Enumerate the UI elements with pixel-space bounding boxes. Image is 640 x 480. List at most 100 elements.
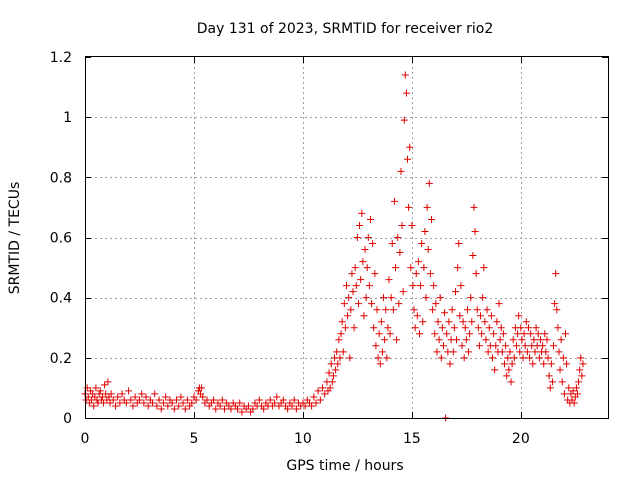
data-point bbox=[427, 215, 435, 223]
data-point bbox=[383, 354, 391, 362]
data-point bbox=[504, 354, 512, 362]
data-point bbox=[535, 354, 543, 362]
x-tick-labels: 0 5 10 15 20 bbox=[81, 431, 530, 447]
data-point bbox=[125, 387, 133, 395]
data-point bbox=[319, 384, 327, 392]
x-axis-label: GPS time / hours bbox=[286, 458, 403, 474]
data-point bbox=[210, 396, 218, 404]
x-tick-label: 20 bbox=[512, 431, 530, 447]
data-point bbox=[471, 227, 479, 235]
data-point bbox=[164, 402, 172, 410]
data-point bbox=[529, 360, 537, 368]
data-point bbox=[138, 390, 146, 398]
data-point bbox=[162, 393, 170, 401]
data-point bbox=[425, 179, 433, 187]
data-point bbox=[485, 324, 493, 332]
data-point bbox=[540, 360, 548, 368]
data-point bbox=[544, 354, 552, 362]
data-point bbox=[481, 318, 489, 326]
data-point bbox=[465, 348, 473, 356]
data-point bbox=[188, 399, 196, 407]
data-point bbox=[348, 270, 356, 278]
data-point bbox=[271, 399, 279, 407]
data-point bbox=[255, 396, 263, 404]
data-point bbox=[100, 399, 108, 407]
data-point bbox=[153, 402, 161, 410]
data-point bbox=[408, 221, 416, 229]
data-point bbox=[116, 399, 124, 407]
data-point bbox=[92, 384, 100, 392]
data-point bbox=[449, 348, 457, 356]
data-point bbox=[328, 378, 336, 386]
data-point bbox=[122, 399, 130, 407]
data-point bbox=[212, 405, 220, 413]
data-point bbox=[273, 393, 281, 401]
data-point bbox=[554, 324, 562, 332]
data-point bbox=[386, 330, 394, 338]
data-point bbox=[155, 396, 163, 404]
data-point bbox=[392, 264, 400, 272]
data-point bbox=[472, 270, 480, 278]
data-point bbox=[356, 221, 364, 229]
data-point bbox=[360, 312, 368, 320]
data-point bbox=[349, 288, 357, 296]
data-point bbox=[497, 324, 505, 332]
data-point bbox=[523, 348, 531, 356]
data-point bbox=[435, 336, 443, 344]
data-point bbox=[104, 378, 112, 386]
data-point bbox=[375, 330, 383, 338]
data-point bbox=[413, 312, 421, 320]
data-point bbox=[482, 336, 490, 344]
data-point bbox=[487, 312, 495, 320]
data-point bbox=[341, 324, 349, 332]
data-point bbox=[433, 348, 441, 356]
data-point bbox=[131, 393, 139, 401]
data-point bbox=[510, 354, 518, 362]
data-point bbox=[378, 348, 386, 356]
data-point bbox=[343, 282, 350, 290]
data-point bbox=[478, 330, 486, 338]
data-point bbox=[338, 318, 346, 326]
data-point bbox=[406, 143, 414, 151]
data-point bbox=[439, 342, 447, 350]
data-point bbox=[244, 402, 252, 410]
data-point bbox=[522, 318, 530, 326]
data-point bbox=[424, 246, 432, 254]
data-point bbox=[335, 336, 343, 344]
y-tick-label: 0.8 bbox=[50, 170, 72, 186]
data-point bbox=[390, 197, 398, 205]
data-point bbox=[429, 306, 437, 314]
data-point bbox=[168, 399, 176, 407]
data-point bbox=[420, 264, 428, 272]
data-point bbox=[547, 360, 555, 368]
y-axis-label: SRMTID / TECUs bbox=[7, 182, 23, 295]
data-point bbox=[570, 399, 578, 407]
data-point bbox=[170, 405, 178, 413]
data-point bbox=[114, 393, 122, 401]
data-point bbox=[445, 318, 453, 326]
data-point bbox=[345, 294, 353, 302]
data-point bbox=[314, 387, 322, 395]
data-point bbox=[422, 294, 430, 302]
y-tick-label: 1 bbox=[63, 110, 72, 126]
data-point bbox=[477, 312, 485, 320]
data-point bbox=[380, 294, 388, 302]
data-point bbox=[364, 234, 372, 241]
data-point bbox=[461, 324, 469, 332]
data-point bbox=[179, 399, 187, 407]
data-point bbox=[551, 300, 559, 308]
data-point bbox=[316, 396, 324, 404]
data-point bbox=[543, 336, 551, 344]
data-point bbox=[385, 276, 393, 284]
x-tick-label: 15 bbox=[403, 431, 421, 447]
data-point bbox=[474, 324, 482, 332]
data-point bbox=[340, 300, 348, 308]
data-point bbox=[362, 294, 370, 302]
data-point bbox=[436, 294, 444, 302]
data-point bbox=[573, 390, 581, 398]
data-point bbox=[203, 396, 211, 404]
data-point bbox=[496, 336, 504, 344]
data-point bbox=[483, 306, 491, 314]
data-point bbox=[518, 336, 526, 344]
